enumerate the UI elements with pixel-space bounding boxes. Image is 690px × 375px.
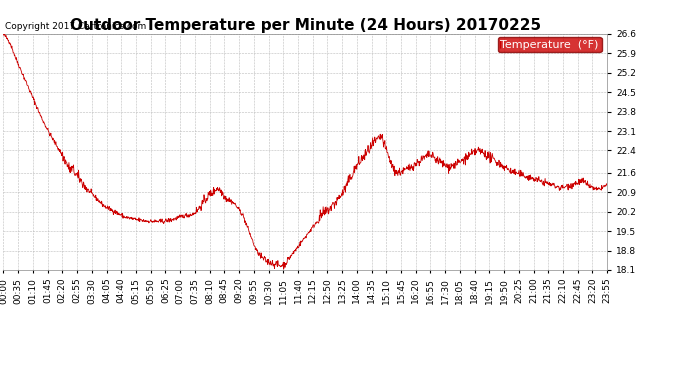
Text: Copyright 2017 Cartronics.com: Copyright 2017 Cartronics.com xyxy=(5,22,146,32)
Title: Outdoor Temperature per Minute (24 Hours) 20170225: Outdoor Temperature per Minute (24 Hours… xyxy=(70,18,541,33)
Legend: Temperature  (°F): Temperature (°F) xyxy=(497,37,602,52)
